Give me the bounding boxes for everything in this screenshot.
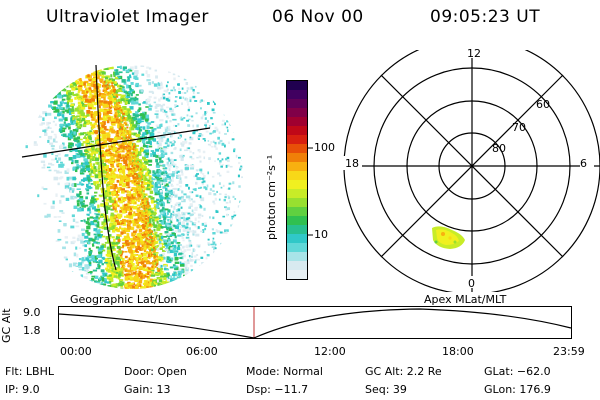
colorbar-segment [287,252,307,261]
status-seq: Seq: 39 [365,383,407,396]
colorbar-segment [287,243,307,252]
status-dsp: Dsp: −11.7 [246,383,309,396]
colorbar-segment [287,198,307,207]
lat-label-60: 60 [536,98,550,111]
polar-plot [340,50,600,292]
colorbar-segment [287,108,307,117]
colorbar-segment [287,135,307,144]
mlt-label-0: 0 [468,277,475,290]
colorbar-tick-100: 100 [314,141,335,154]
colorbar-label: photon cm⁻²s⁻¹ [265,154,278,240]
colorbar-segment [287,99,307,108]
gc-alt-curve [58,308,572,339]
colorbar-segment [287,216,307,225]
timeline-x-tick-1800: 18:00 [442,345,474,358]
mlt-label-6: 6 [580,157,587,170]
instrument-title: Ultraviolet Imager [46,7,209,27]
status-gain: Gain: 13 [124,383,171,396]
colorbar-segment [287,162,307,171]
colorbar-segment [287,90,307,99]
geographic-caption: Geographic Lat/Lon [70,293,178,306]
colorbar-segment [287,81,307,90]
status-filter: Flt: LBHL [5,365,54,378]
lat-label-80: 80 [492,142,506,155]
colorbar-segment [287,225,307,234]
colorbar-segment [287,171,307,180]
colorbar-segment [287,234,307,243]
colorbar-segment [287,207,307,216]
colorbar-segment [287,189,307,198]
apex-caption: Apex MLat/MLT [424,293,507,306]
grid-lines [21,64,211,271]
colorbar-ticks [308,147,313,236]
colorbar-segment [287,153,307,162]
colorbar-segment [287,144,307,153]
status-gc-alt: GC Alt: 2.2 Re [365,365,442,378]
colorbar-segment [287,261,307,270]
timeline-x-tick-2359: 23:59 [553,345,585,358]
status-mode: Mode: Normal [246,365,323,378]
status-door: Door: Open [124,365,187,378]
timeline-x-tick-0600: 06:00 [186,345,218,358]
timeline-y-label: GC Alt [0,308,13,343]
timeline-x-tick-1200: 12:00 [314,345,346,358]
timeline-y-tick-low: 1.8 [23,324,41,337]
colorbar [286,80,308,280]
date-label: 06 Nov 00 [272,7,364,27]
time-label: 09:05:23 UT [430,7,541,27]
status-ip: IP: 9.0 [5,383,40,396]
geographic-image [21,64,243,289]
timeline-y-tick-high: 9.0 [23,306,41,319]
colorbar-segment [287,117,307,126]
colorbar-segment [287,126,307,135]
lat-label-70: 70 [512,121,526,134]
polar-aurora-patch [432,226,465,249]
colorbar-tick-10: 10 [314,228,328,241]
timeline-x-tick-0000: 00:00 [60,345,92,358]
timeline-plot [58,306,572,339]
status-glat: GLat: −62.0 [484,365,551,378]
colorbar-segment [287,180,307,189]
colorbar-segment [287,270,307,279]
mlt-label-18: 18 [345,157,359,170]
mlt-label-12: 12 [467,47,481,60]
aurora-emission [21,65,243,289]
status-glon: GLon: 176.9 [484,383,551,396]
polar-diagonal-2 [380,74,564,258]
